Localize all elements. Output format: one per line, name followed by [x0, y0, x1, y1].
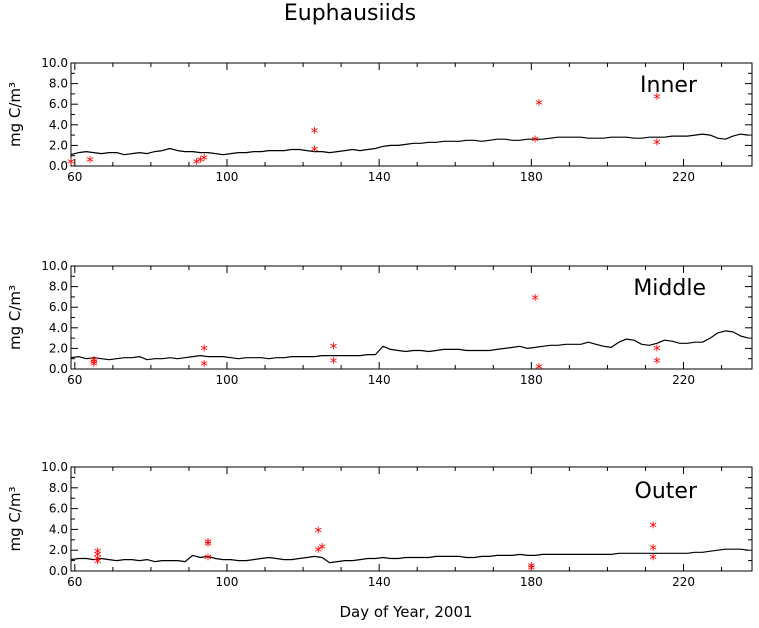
y-tick-label: 0.0: [49, 564, 68, 578]
series-line: [70, 133, 749, 156]
x-axis-label: Day of Year, 2001: [339, 603, 472, 621]
y-tick-label: 2.0: [49, 138, 68, 152]
data-point-marker: *: [649, 518, 657, 536]
x-tick-label: 180: [520, 170, 543, 184]
data-point-marker: *: [86, 153, 94, 171]
data-point-marker: *: [90, 357, 98, 375]
data-point-marker: *: [330, 354, 338, 372]
data-point-marker: *: [94, 547, 102, 565]
data-point-marker: *: [653, 135, 661, 153]
data-point-marker: *: [90, 355, 98, 373]
y-tick-label: 0.0: [49, 159, 68, 173]
y-tick-label: 4.0: [49, 522, 68, 536]
y-tick-label: 10.0: [41, 460, 68, 474]
x-tick-label: 220: [672, 373, 695, 387]
x-tick-label: 180: [520, 575, 543, 589]
x-tick-label: 140: [368, 373, 391, 387]
y-tick-label: 6.0: [49, 97, 68, 111]
data-point-marker: *: [315, 523, 323, 541]
data-point-marker: *: [318, 540, 326, 558]
x-tick-label: 220: [672, 170, 695, 184]
y-tick-label: 6.0: [49, 300, 68, 314]
data-point-marker: *: [649, 541, 657, 559]
x-tick-label: 100: [216, 170, 239, 184]
x-tick-label: 220: [672, 575, 695, 589]
chart-title: Euphausiids: [284, 1, 416, 26]
data-point-marker: *: [531, 291, 539, 309]
data-point-marker: *: [204, 535, 212, 553]
y-axis-label: mg C/m³: [6, 285, 24, 350]
y-tick-label: 10.0: [41, 56, 68, 70]
y-tick-label: 2.0: [49, 543, 68, 557]
panel-middle: 60 100 140 180 220 0.0 2.0 4.0 6.0 8.0 10.0 mg C/m³…: [6, 259, 753, 387]
data-point-marker: *: [197, 153, 205, 171]
x-tick-label: 100: [216, 575, 239, 589]
panel-label: Middle: [633, 276, 706, 301]
y-axis-label: mg C/m³: [6, 82, 24, 147]
y-tick-label: 8.0: [49, 481, 68, 495]
x-tick-label: 100: [216, 373, 239, 387]
y-tick-label: 6.0: [49, 502, 68, 516]
data-point-marker: *: [535, 360, 543, 378]
data-point-marker: *: [311, 124, 319, 142]
data-point-marker: *: [204, 551, 212, 569]
data-point-marker: *: [528, 561, 536, 579]
data-point-marker: *: [653, 354, 661, 372]
y-tick-label: 4.0: [49, 321, 68, 335]
x-tick-label: 140: [368, 575, 391, 589]
data-point-marker: *: [315, 543, 323, 561]
data-point-marker: *: [528, 559, 536, 577]
data-point-marker: *: [204, 537, 212, 555]
data-point-marker: *: [649, 551, 657, 569]
x-tick-label: 60: [67, 373, 82, 387]
data-point-marker: *: [653, 341, 661, 359]
y-tick-label: 2.0: [49, 341, 68, 355]
data-point-marker: *: [94, 555, 102, 573]
data-point-marker: *: [311, 143, 319, 161]
data-point-marker: *: [200, 341, 208, 359]
x-tick-label: 60: [67, 170, 82, 184]
data-point-marker: *: [94, 544, 102, 562]
data-point-marker: *: [67, 155, 75, 173]
x-tick-label: 60: [67, 575, 82, 589]
data-point-marker: *: [653, 90, 661, 108]
data-point-marker: *: [330, 339, 338, 357]
y-tick-label: 4.0: [49, 118, 68, 132]
y-tick-label: 8.0: [49, 280, 68, 294]
series-line: [70, 548, 749, 564]
data-point-marker: *: [193, 155, 201, 173]
x-tick-label: 140: [368, 170, 391, 184]
y-tick-label: 10.0: [41, 259, 68, 273]
panel-label: Inner: [640, 73, 698, 98]
data-point-marker: *: [94, 552, 102, 570]
panel-outer: 60 100 140 180 220 0.0 2.0 4.0 6.0 8.0 10.0 mg C/m³…: [6, 460, 753, 589]
data-point-marker: *: [200, 357, 208, 375]
panel-label: Outer: [635, 479, 698, 504]
y-axis-label: mg C/m³: [6, 486, 24, 551]
y-tick-label: 8.0: [49, 77, 68, 91]
panel-inner: 60 100 140 180 220 0.0 2.0 4.0 6.0 8.0 10.0 mg C/m³…: [6, 56, 753, 184]
series-line: [70, 330, 749, 361]
data-point-marker: *: [90, 353, 98, 371]
data-point-marker: *: [531, 132, 539, 150]
data-point-marker: *: [200, 151, 208, 169]
x-tick-label: 180: [520, 373, 543, 387]
y-tick-label: 0.0: [49, 362, 68, 376]
data-point-marker: *: [535, 96, 543, 114]
